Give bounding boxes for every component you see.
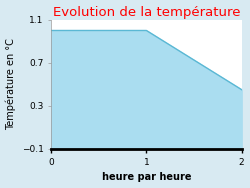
- X-axis label: heure par heure: heure par heure: [102, 172, 191, 182]
- Y-axis label: Température en °C: Température en °C: [6, 38, 16, 130]
- Title: Evolution de la température: Evolution de la température: [53, 6, 240, 19]
